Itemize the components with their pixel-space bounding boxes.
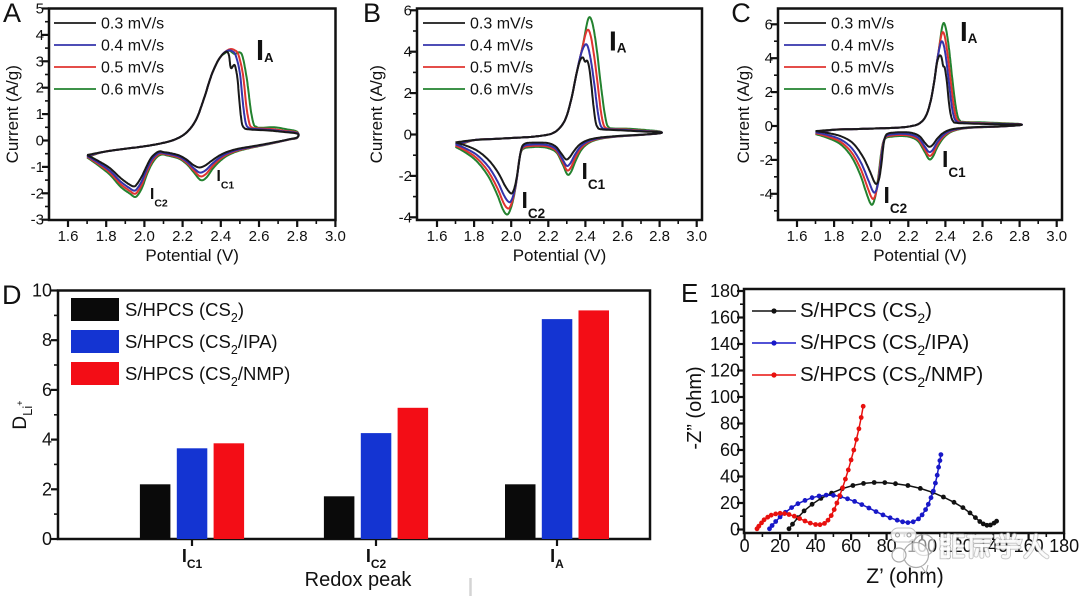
svg-text:C: C <box>731 0 751 28</box>
svg-text:Current (A/g): Current (A/g) <box>734 65 753 163</box>
svg-text:-2: -2 <box>760 152 773 169</box>
svg-text:180: 180 <box>710 281 740 301</box>
svg-text:0.5 mV/s: 0.5 mV/s <box>470 60 533 77</box>
svg-text:0: 0 <box>42 529 52 549</box>
svg-text:Potential (V): Potential (V) <box>873 246 967 265</box>
svg-text:0.5 mV/s: 0.5 mV/s <box>831 60 894 77</box>
svg-text:S/HPCS (CS2/NMP): S/HPCS (CS2/NMP) <box>800 363 983 390</box>
svg-text:0.4 mV/s: 0.4 mV/s <box>470 38 533 55</box>
svg-text:60: 60 <box>841 536 861 556</box>
svg-text:180: 180 <box>1049 536 1079 556</box>
svg-text:4: 4 <box>36 27 44 44</box>
svg-text:80: 80 <box>720 414 740 434</box>
svg-text:0: 0 <box>36 133 44 150</box>
svg-text:E: E <box>681 278 698 308</box>
svg-text:2: 2 <box>42 479 52 499</box>
svg-text:-4: -4 <box>399 209 412 226</box>
svg-text:1.8: 1.8 <box>824 228 845 245</box>
svg-text:8: 8 <box>42 330 52 350</box>
svg-text:2.8: 2.8 <box>1009 228 1030 245</box>
svg-text:1.8: 1.8 <box>464 228 485 245</box>
svg-text:Potential (V): Potential (V) <box>513 246 607 265</box>
svg-text:6: 6 <box>42 380 52 400</box>
svg-text:Current (A/g): Current (A/g) <box>367 65 386 163</box>
svg-text:1.8: 1.8 <box>96 228 117 245</box>
svg-text:1: 1 <box>36 106 44 123</box>
svg-text:-Z” (ohm): -Z” (ohm) <box>684 366 706 449</box>
svg-text:2.4: 2.4 <box>935 228 956 245</box>
svg-text:0.6 mV/s: 0.6 mV/s <box>831 82 894 99</box>
svg-text:2.0: 2.0 <box>861 228 882 245</box>
svg-text:5: 5 <box>36 1 44 18</box>
svg-text:0: 0 <box>404 127 412 144</box>
svg-text:40: 40 <box>720 467 740 487</box>
svg-text:3: 3 <box>36 53 44 70</box>
svg-text:20: 20 <box>720 493 740 513</box>
svg-text:0.3 mV/s: 0.3 mV/s <box>101 16 164 33</box>
svg-text:-1: -1 <box>31 159 44 176</box>
svg-text:160: 160 <box>710 308 740 328</box>
svg-text:0: 0 <box>730 520 740 540</box>
svg-text:0.6 mV/s: 0.6 mV/s <box>470 82 533 99</box>
svg-text:2.2: 2.2 <box>172 228 193 245</box>
svg-text:2.4: 2.4 <box>210 228 231 245</box>
svg-text:1.6: 1.6 <box>427 228 448 245</box>
svg-text:2.0: 2.0 <box>501 228 522 245</box>
svg-text:3.0: 3.0 <box>686 228 707 245</box>
svg-text:20: 20 <box>770 536 790 556</box>
svg-text:6: 6 <box>765 16 773 33</box>
svg-text:2.4: 2.4 <box>575 228 596 245</box>
svg-text:2.2: 2.2 <box>538 228 559 245</box>
svg-text:B: B <box>363 0 381 28</box>
svg-text:2: 2 <box>765 84 773 101</box>
svg-text:-3: -3 <box>31 212 44 229</box>
svg-text:4: 4 <box>765 50 773 67</box>
svg-text:Potential (V): Potential (V) <box>145 246 239 265</box>
svg-text:2: 2 <box>36 80 44 97</box>
svg-text:0.4 mV/s: 0.4 mV/s <box>831 38 894 55</box>
svg-text:1.6: 1.6 <box>58 228 79 245</box>
svg-text:6: 6 <box>404 2 412 19</box>
svg-text:0.4 mV/s: 0.4 mV/s <box>101 38 164 55</box>
svg-text:60: 60 <box>720 440 740 460</box>
svg-text:4: 4 <box>404 44 412 61</box>
svg-text:3.0: 3.0 <box>1046 228 1067 245</box>
svg-text:0.5 mV/s: 0.5 mV/s <box>101 60 164 77</box>
svg-text:2.8: 2.8 <box>287 228 308 245</box>
svg-text:2.6: 2.6 <box>612 228 633 245</box>
svg-text:S/HPCS (CS2): S/HPCS (CS2) <box>800 299 932 326</box>
svg-text:2.2: 2.2 <box>898 228 919 245</box>
svg-text:0.6 mV/s: 0.6 mV/s <box>101 82 164 99</box>
svg-text:4: 4 <box>42 430 52 450</box>
svg-text:10: 10 <box>32 281 52 301</box>
svg-text:2.0: 2.0 <box>134 228 155 245</box>
svg-text:40: 40 <box>806 536 826 556</box>
svg-text:0: 0 <box>765 118 773 135</box>
svg-text:-4: -4 <box>760 186 773 203</box>
svg-text:1.6: 1.6 <box>787 228 808 245</box>
svg-text:S/HPCS (CS2/IPA): S/HPCS (CS2/IPA) <box>800 331 969 358</box>
svg-text:Z’ (ohm): Z’ (ohm) <box>866 565 943 588</box>
svg-text:2: 2 <box>404 85 412 102</box>
svg-text:0: 0 <box>740 536 750 556</box>
svg-text:2.8: 2.8 <box>649 228 670 245</box>
svg-text:3.0: 3.0 <box>325 228 346 245</box>
svg-text:A: A <box>3 0 21 28</box>
svg-text:100: 100 <box>710 387 740 407</box>
svg-text:140: 140 <box>710 334 740 354</box>
svg-text:0.3 mV/s: 0.3 mV/s <box>470 16 533 33</box>
svg-text:D: D <box>2 280 22 310</box>
svg-text:0.3 mV/s: 0.3 mV/s <box>831 16 894 33</box>
svg-text:120: 120 <box>710 361 740 381</box>
svg-text:-2: -2 <box>31 185 44 202</box>
svg-text:-2: -2 <box>399 168 412 185</box>
svg-text:Redox peak: Redox peak <box>305 569 413 591</box>
svg-text:2.6: 2.6 <box>249 228 270 245</box>
svg-text:80: 80 <box>877 536 897 556</box>
svg-text:2.6: 2.6 <box>972 228 993 245</box>
svg-text:Current (A/g): Current (A/g) <box>3 65 22 163</box>
